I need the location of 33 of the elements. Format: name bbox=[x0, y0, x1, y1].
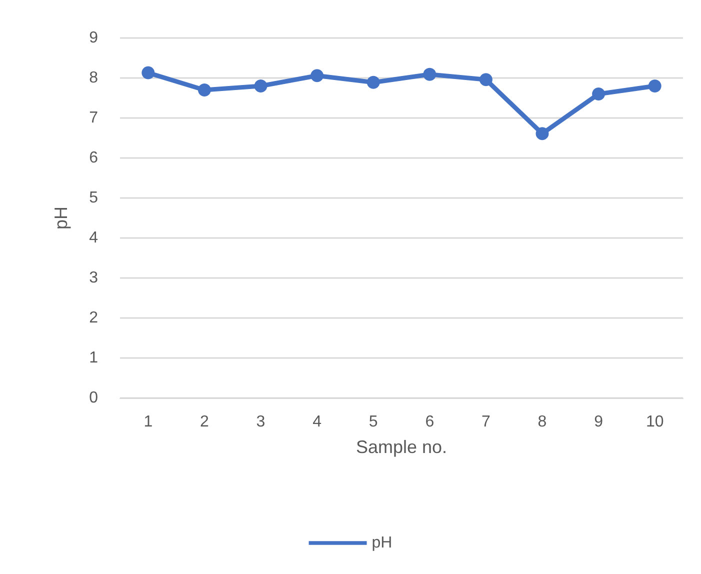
point bbox=[366, 76, 380, 89]
y-tick-label: 4 bbox=[89, 230, 98, 246]
y-tick-label: 1 bbox=[89, 350, 98, 366]
point bbox=[648, 80, 662, 92]
y-tick-label: 0 bbox=[89, 390, 98, 406]
y-tick-label: 7 bbox=[89, 110, 98, 126]
x-tick-label: 5 bbox=[368, 414, 378, 430]
y-tick-label: 8 bbox=[89, 70, 98, 86]
point bbox=[310, 69, 324, 82]
y-tick-label: 5 bbox=[89, 190, 98, 206]
x-tick-label: 4 bbox=[312, 414, 322, 430]
x-tick-label: 8 bbox=[538, 414, 547, 430]
point bbox=[536, 127, 549, 140]
point bbox=[142, 66, 155, 80]
y-tick-label: 2 bbox=[89, 310, 98, 326]
x-tick-label: 10 bbox=[646, 414, 664, 430]
point bbox=[479, 73, 492, 86]
x-tick-label: 1 bbox=[144, 414, 153, 430]
x-axis-title: Sample no. bbox=[356, 437, 448, 457]
point bbox=[254, 80, 268, 92]
y-tick-label: 6 bbox=[89, 150, 98, 166]
x-tick-label: 9 bbox=[594, 414, 604, 430]
x-tick-label: 3 bbox=[256, 414, 266, 430]
x-tick-label: 7 bbox=[481, 414, 490, 430]
x-tick-label: 6 bbox=[425, 414, 434, 430]
y-axis-title: pH bbox=[51, 206, 71, 230]
point bbox=[592, 88, 606, 100]
y-tick-label: 3 bbox=[89, 270, 98, 286]
point bbox=[423, 68, 436, 81]
legend-label: pH bbox=[372, 534, 392, 552]
x-tick-label: 2 bbox=[200, 414, 209, 430]
point bbox=[198, 84, 211, 96]
y-tick-label: 9 bbox=[89, 30, 98, 46]
